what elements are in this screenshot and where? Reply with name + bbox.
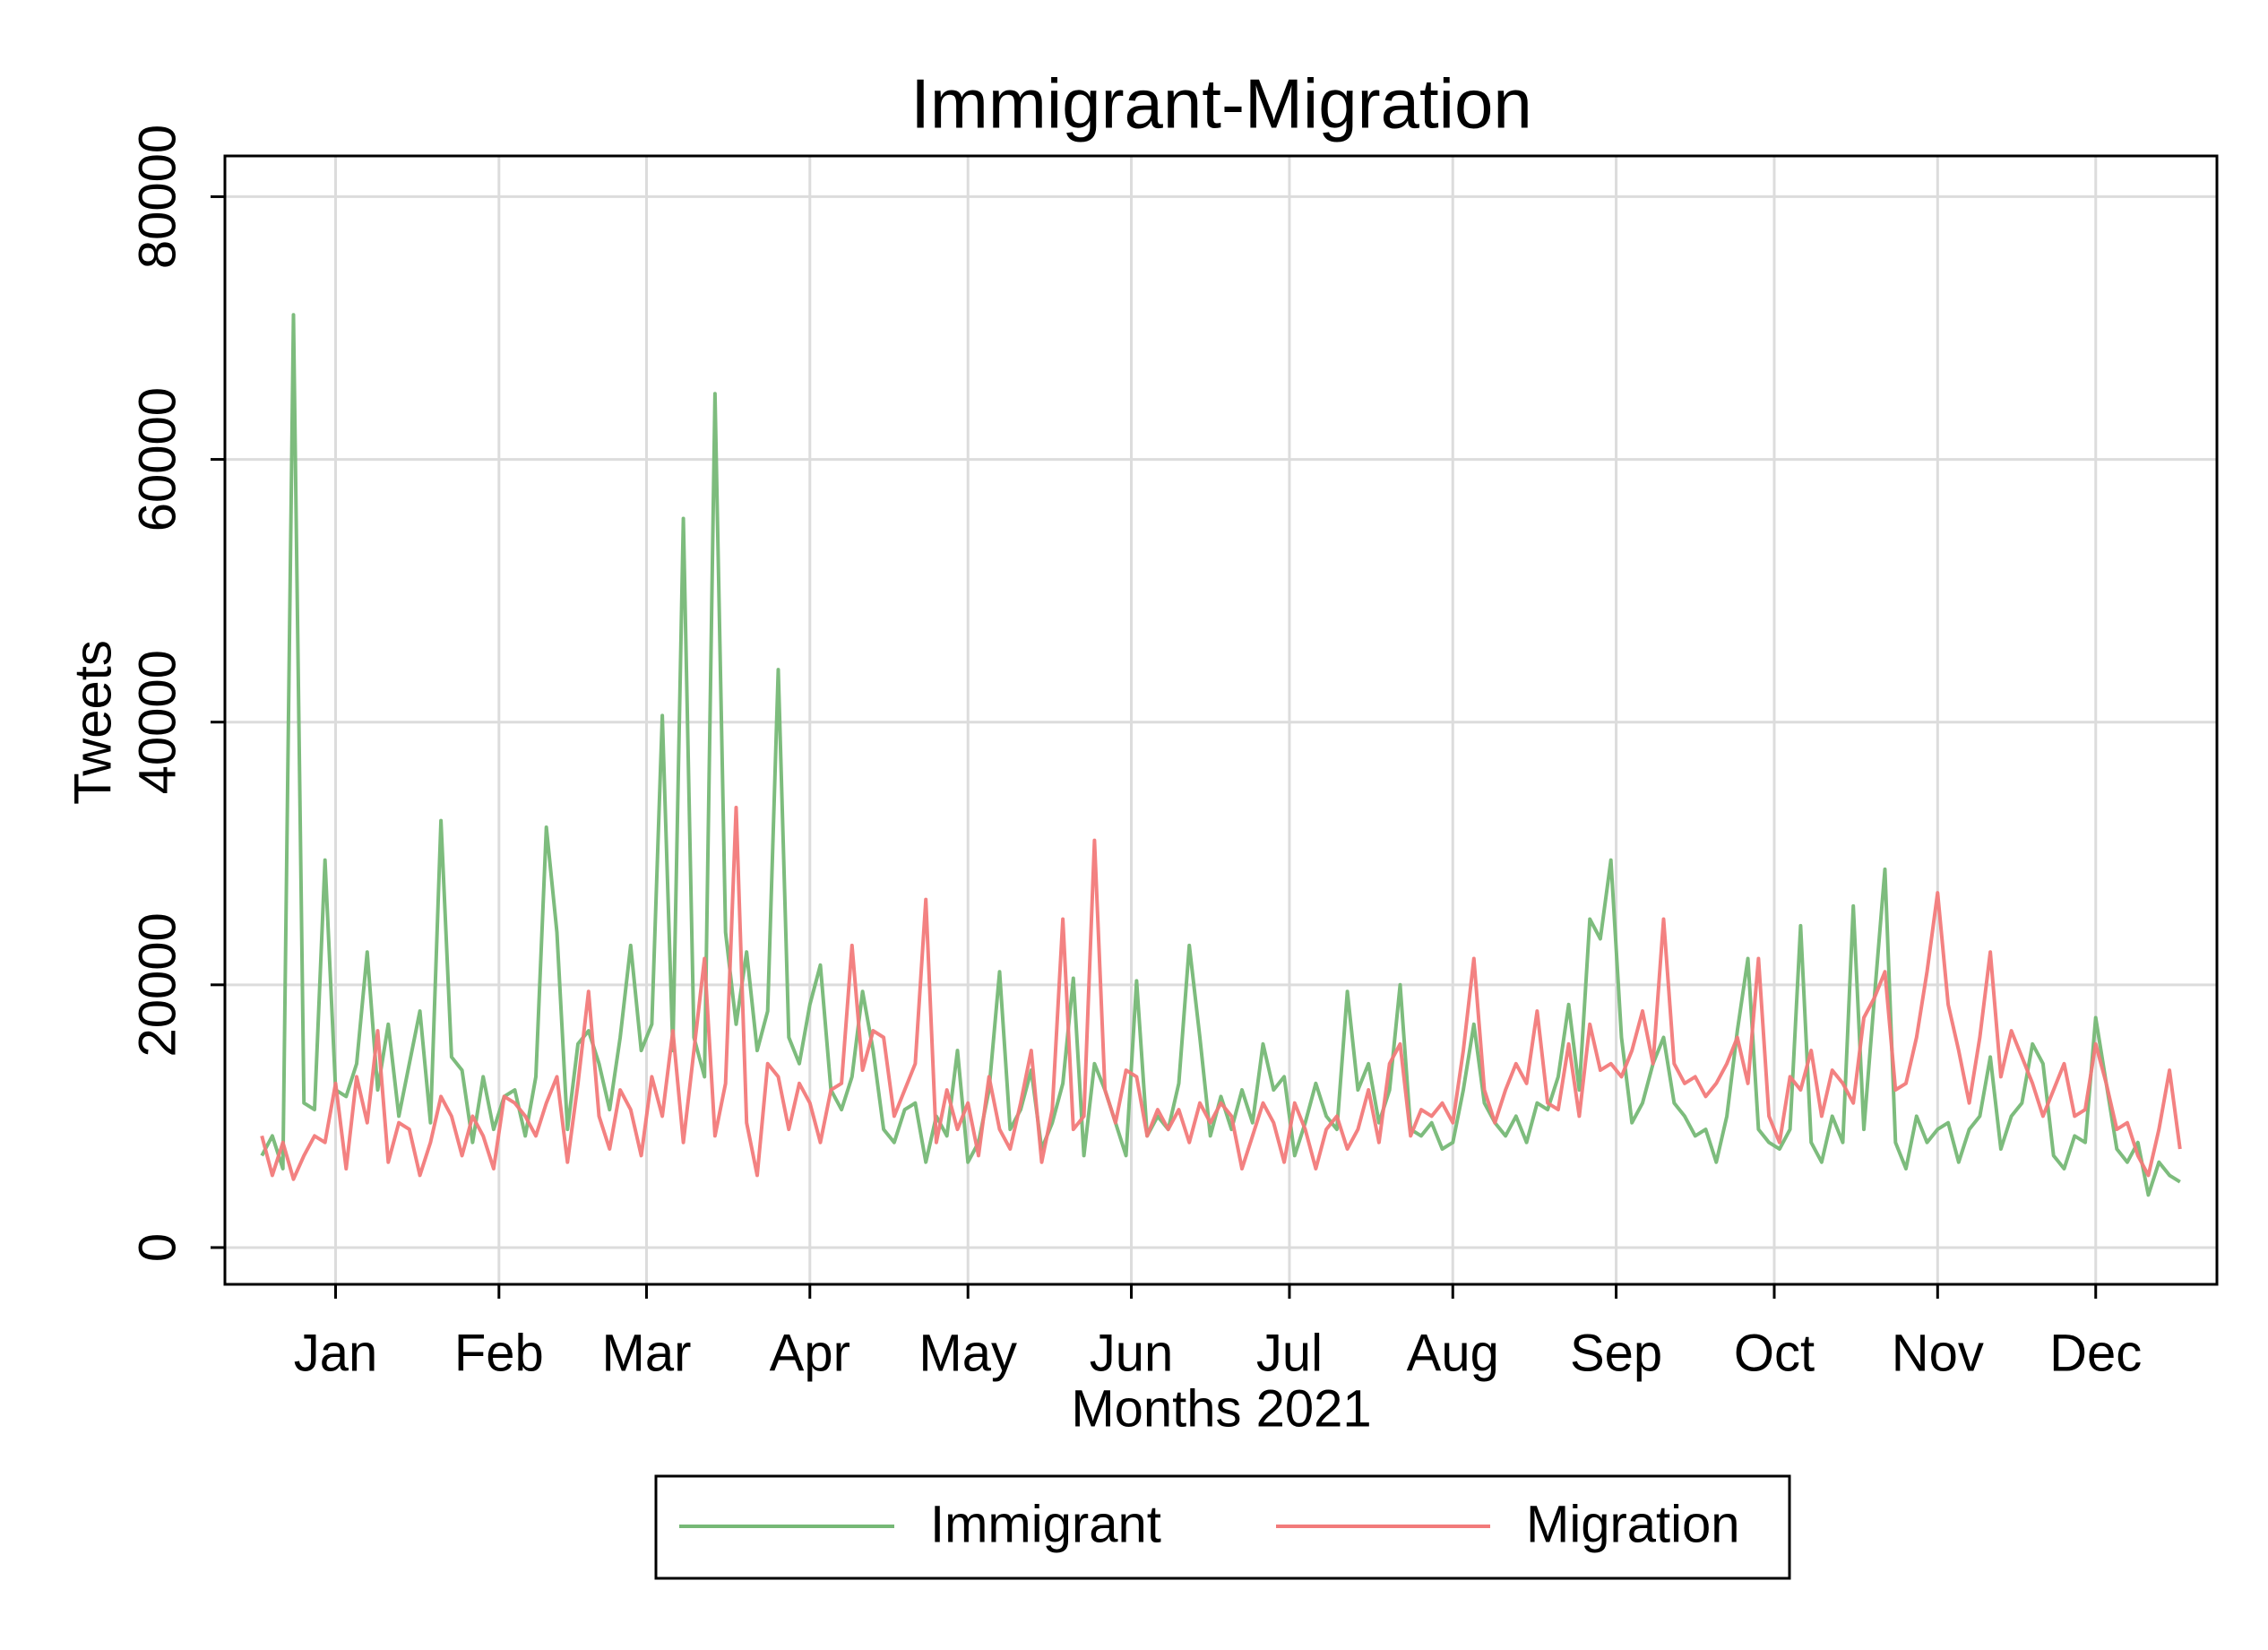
lines <box>260 313 2182 1197</box>
chart-title: Immigrant-Migration <box>910 65 1532 143</box>
x-tick-label: Mar <box>602 1324 692 1382</box>
x-tick-label: Oct <box>1734 1324 1815 1382</box>
y-tick-label: 60000 <box>128 387 186 531</box>
y-tick-label: 80000 <box>128 125 186 269</box>
x-tick-label: Dec <box>2049 1324 2142 1382</box>
x-tick-label: May <box>918 1324 1017 1382</box>
x-tick-label: Apr <box>770 1324 850 1382</box>
x-tick-label: Jul <box>1256 1324 1323 1382</box>
x-tick-label: Nov <box>1892 1324 1984 1382</box>
x-tick-label: Feb <box>454 1324 544 1382</box>
y-tick-label: 0 <box>128 1233 186 1262</box>
x-tick-label: Jun <box>1090 1324 1174 1382</box>
legend: Immigrant Migration <box>679 1495 1740 1553</box>
axes: 0 20000 40000 60000 80000 Jan Feb Mar Apr May Jun J… <box>128 125 2142 1383</box>
y-axis-label: Tweets <box>64 640 122 805</box>
plot-frame <box>223 154 2219 1286</box>
legend-label: Migration <box>1526 1495 1740 1553</box>
legend-label: Immigrant <box>930 1495 1161 1553</box>
x-axis-label: Months 2021 <box>1071 1379 1371 1438</box>
y-tick-label: 40000 <box>128 650 186 794</box>
y-tick-label: 20000 <box>128 912 186 1057</box>
x-tick-label: Aug <box>1407 1324 1499 1382</box>
x-tick-label: Sep <box>1570 1324 1662 1382</box>
x-tick-label: Jan <box>294 1324 378 1382</box>
series-line <box>260 806 2182 1181</box>
